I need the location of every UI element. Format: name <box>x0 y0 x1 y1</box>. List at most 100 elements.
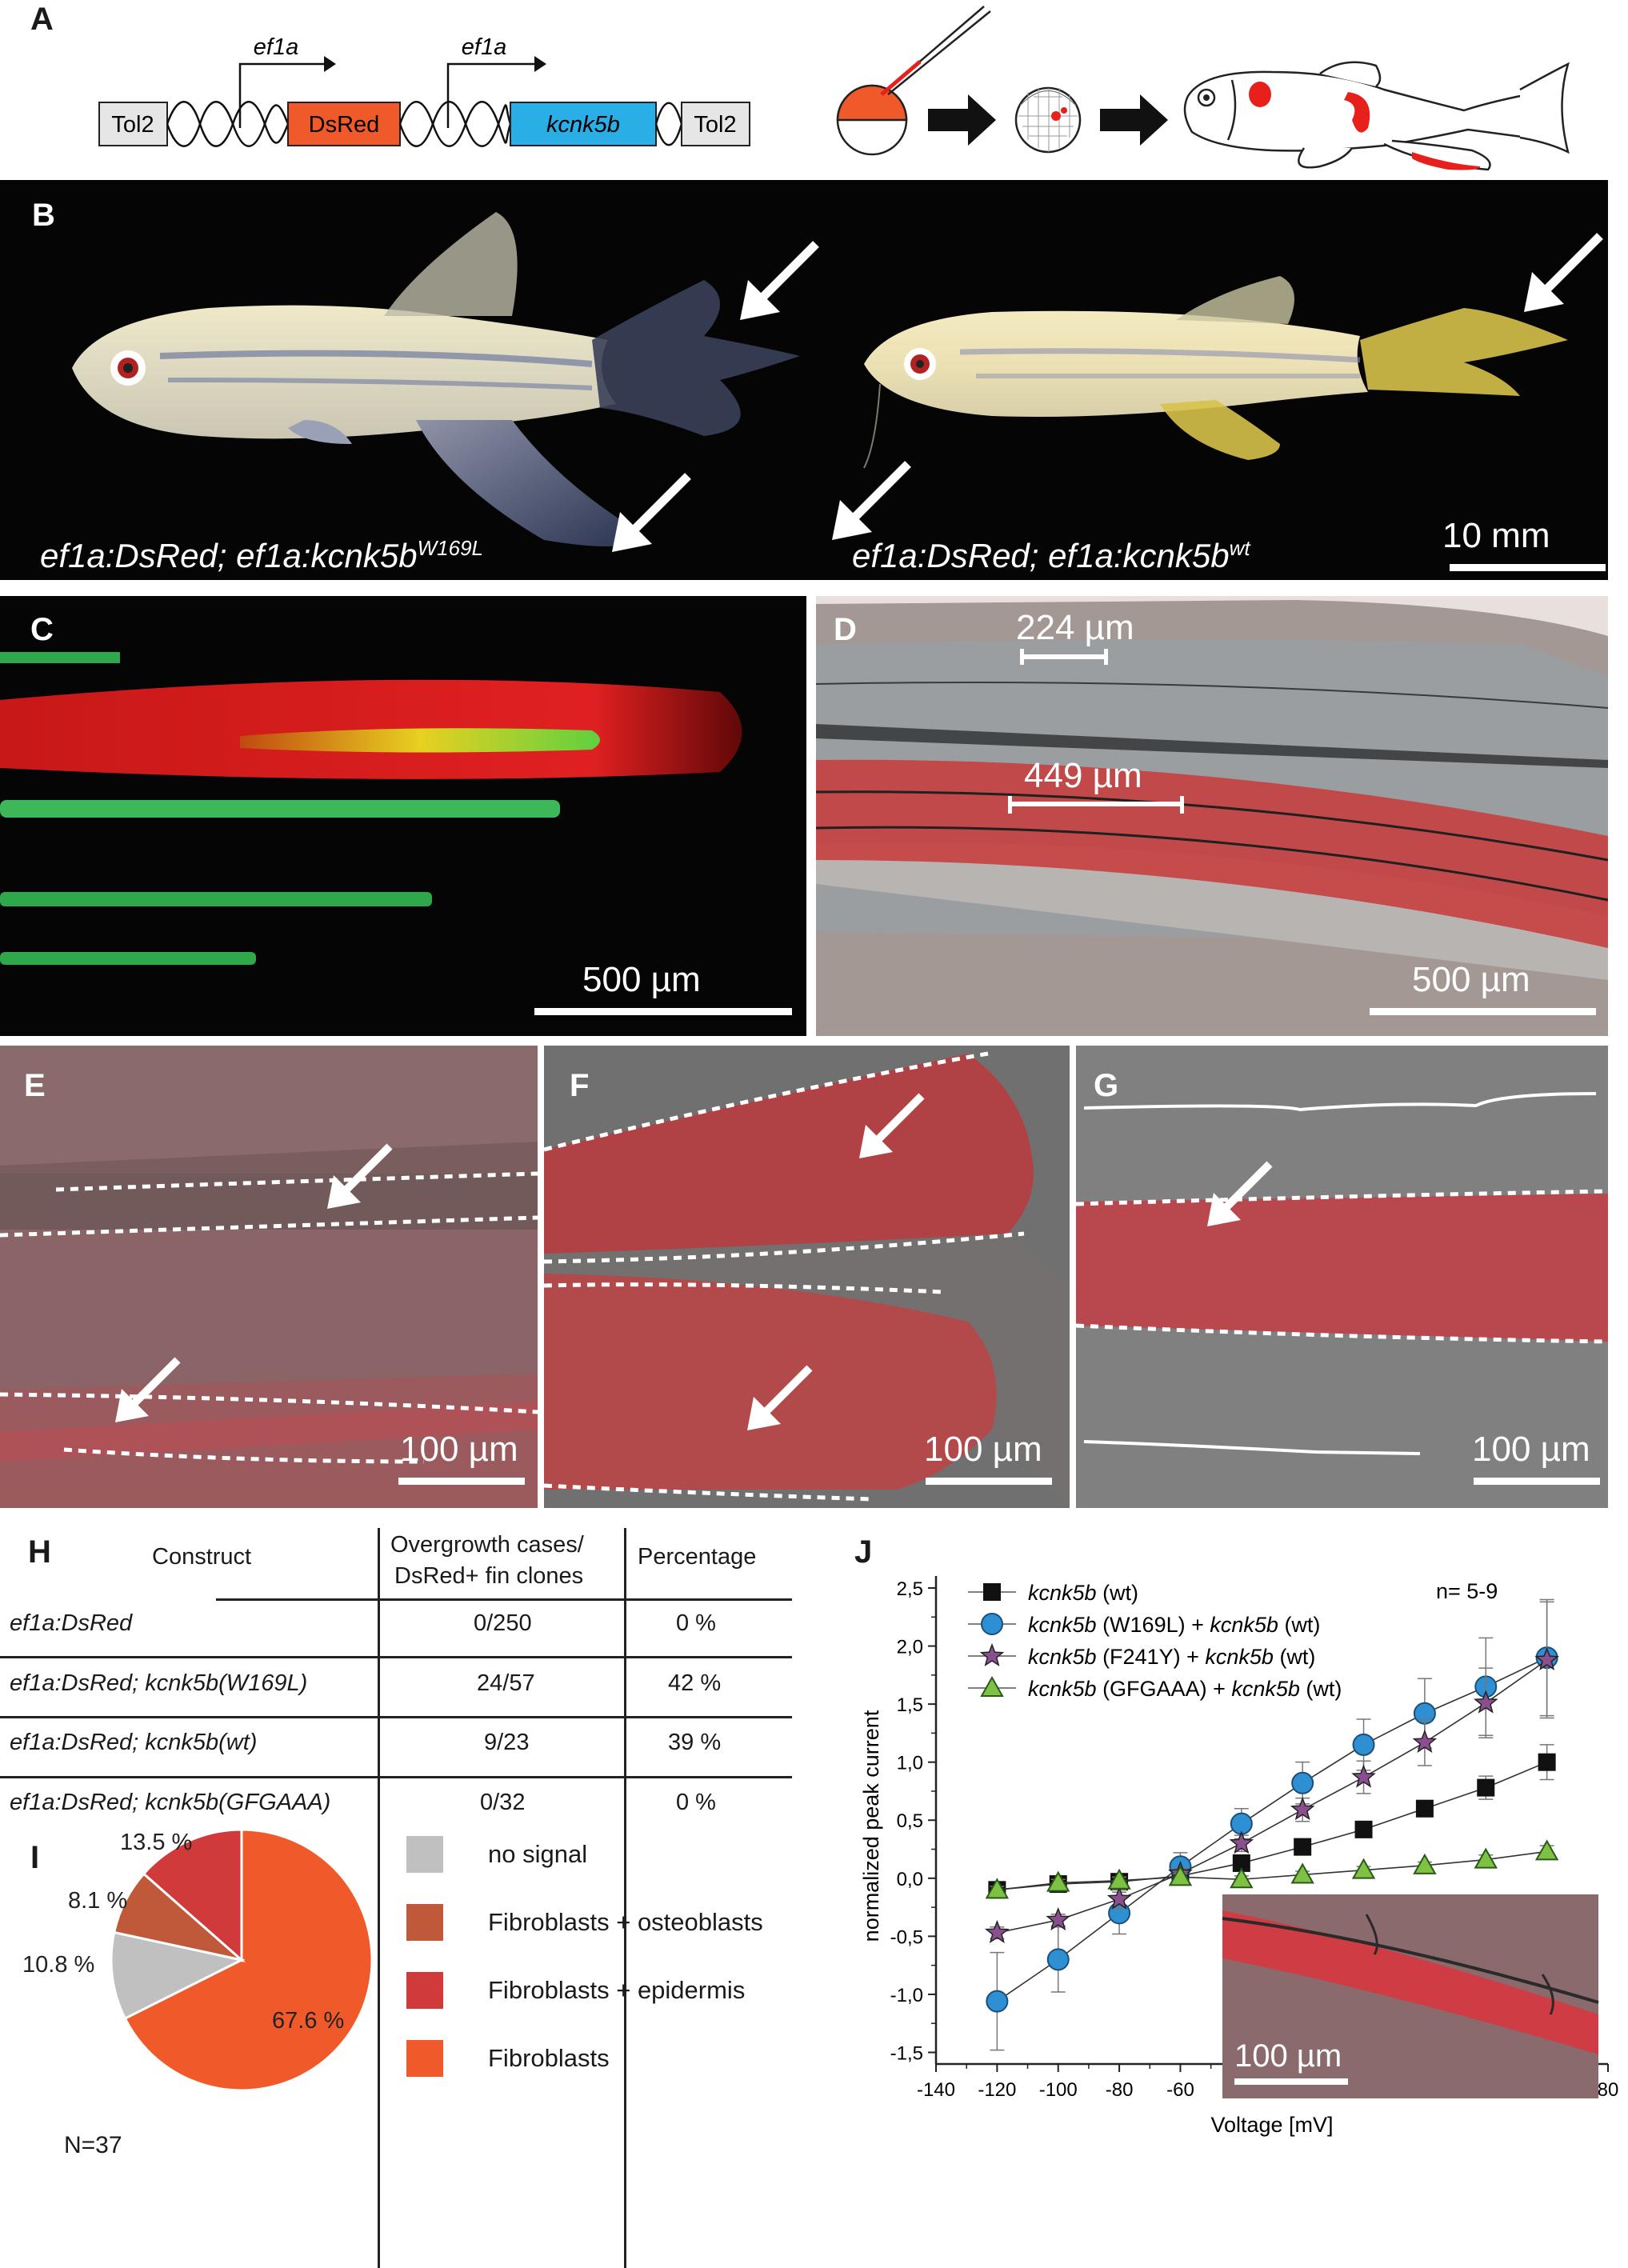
y-tick-label: 1,0 <box>897 1753 923 1774</box>
injection-schematic <box>836 6 1570 171</box>
chart-legend: kcnk5b (wt) kcnk5b (W169L) + kcnk5b (wt) k… <box>968 1581 1342 1701</box>
scale-label-b: 10 mm <box>1442 516 1550 555</box>
panel-label-h: H <box>28 1534 51 1570</box>
dna-helix-2 <box>398 101 512 147</box>
y-tick-label: 2,5 <box>897 1578 923 1600</box>
data-point <box>984 1919 1010 1943</box>
table-row-1-construct: ef1a:DsRed <box>10 1610 133 1636</box>
wildtype-genotype-sup: wt <box>1229 536 1250 560</box>
data-point <box>1294 1838 1312 1856</box>
pie-slice-label-2: 10.8 % <box>22 1952 94 1978</box>
measure-label-224: 224 µm <box>1016 608 1134 647</box>
table-header-percentage: Percentage <box>638 1544 757 1570</box>
scale-bar-b <box>1450 564 1606 571</box>
mutant-genotype-sup: W169L <box>417 536 484 560</box>
arrow-icon-g1 <box>1207 1161 1273 1226</box>
outline-g <box>1076 1092 1608 1455</box>
legend-marker-4 <box>980 1675 1004 1697</box>
panel-label-a: A <box>30 2 54 37</box>
promoter-label-1: ef1a <box>254 34 298 60</box>
data-point <box>1351 1858 1376 1879</box>
data-point <box>1351 1764 1376 1788</box>
legend-swatch-3 <box>406 1972 443 2009</box>
inset-photo <box>1222 1894 1599 2098</box>
table-row-3-cases: 9/23 <box>484 1730 530 1755</box>
data-point <box>1168 1865 1193 1886</box>
data-point <box>1290 1797 1315 1821</box>
process-arrow-1 <box>928 94 996 146</box>
x-tick-label: -120 <box>978 2079 1016 2101</box>
wildtype-fish-image <box>863 276 1568 469</box>
data-point <box>1352 1733 1375 1756</box>
table-header-overgrowth-2: DsRed+ fin clones <box>394 1563 584 1589</box>
data-point <box>1354 1820 1373 1838</box>
table-row-2-construct: ef1a:DsRed; kcnk5b(W169L) <box>10 1670 308 1696</box>
measure-label-449: 449 µm <box>1024 756 1142 795</box>
fish-schematic-icon <box>1183 61 1570 171</box>
promoter-arrow-1 <box>238 62 324 128</box>
legend-swatch-4 <box>406 2040 443 2077</box>
tol2-left-label: Tol2 <box>111 112 154 138</box>
dna-helix-1 <box>166 101 290 147</box>
legend-marker-1 <box>983 1583 1001 1601</box>
table-row-2-pct: 42 % <box>668 1670 722 1696</box>
table-header-construct: Construct <box>152 1544 252 1570</box>
scale-label-d: 500 µm <box>1412 960 1530 999</box>
x-tick-label: -100 <box>1039 2079 1078 2101</box>
dna-helix-3 <box>654 102 683 125</box>
data-point <box>1106 1886 1132 1910</box>
data-point <box>1046 1906 1070 1931</box>
data-point <box>1291 1771 1314 1794</box>
data-point <box>1046 1948 1070 1971</box>
y-tick-label: 1,5 <box>897 1694 923 1716</box>
data-point <box>1046 1870 1070 1892</box>
panel-g-image: G 100 µm <box>1076 1046 1608 1508</box>
dna-helix-2b <box>398 101 512 147</box>
series-1 <box>988 1744 1556 1899</box>
arrow-icon-b2 <box>612 473 691 552</box>
arrow-icon-b1 <box>740 241 819 320</box>
legend-swatch-2 <box>406 1904 443 1941</box>
scale-bar-f <box>926 1478 1052 1485</box>
arrow-icon-f2 <box>747 1365 813 1430</box>
data-point <box>1534 1646 1560 1670</box>
mutant-fish-image <box>72 212 800 546</box>
y-tick-label: -0,5 <box>890 1926 923 1948</box>
tol2-right-label: Tol2 <box>694 112 736 138</box>
dsred-label: DsRed <box>309 112 380 138</box>
kcnk5b-label: kcnk5b <box>546 112 620 138</box>
dna-helix-1b <box>166 101 290 147</box>
data-point <box>1538 1753 1556 1771</box>
dashed-outline-e <box>0 1171 538 1464</box>
brightfield-image-d <box>816 596 1608 980</box>
y-tick-label: -1,5 <box>890 2042 923 2064</box>
panel-label-d: D <box>834 612 857 647</box>
process-arrow-2 <box>1100 94 1168 146</box>
data-point <box>1534 1839 1559 1861</box>
pie-n-label: N=37 <box>64 2132 122 2158</box>
data-point <box>1229 1830 1254 1854</box>
legend-label-2: Fibroblasts + osteoblasts <box>488 1908 763 1936</box>
panel-e-image: E 100 µm <box>0 1046 538 1508</box>
panel-label-g: G <box>1094 1068 1119 1103</box>
table-row-4-construct: ef1a:DsRed; kcnk5b(GFGAAA) <box>10 1790 331 1815</box>
scale-label-c: 500 µm <box>582 960 701 999</box>
pie-chart-i: 67.6 % 10.8 % 8.1 % 13.5 % <box>22 1828 374 2092</box>
arrow-icon-b3 <box>1524 233 1603 312</box>
scale-label-e: 100 µm <box>400 1430 518 1469</box>
scale-label-f: 100 µm <box>924 1430 1042 1469</box>
legend-label-4: Fibroblasts <box>488 2044 610 2072</box>
scale-label-g: 100 µm <box>1472 1430 1590 1469</box>
arrow-icon-f1 <box>859 1093 925 1158</box>
legend-marker-3 <box>979 1642 1005 1666</box>
scale-bar-d <box>1370 1008 1596 1015</box>
promoter-arrow-2 <box>446 62 534 128</box>
legend-label-3: Fibroblasts + epidermis <box>488 1976 746 2004</box>
arrow-icon-e1 <box>327 1143 393 1209</box>
series-line-3 <box>997 1659 1548 1934</box>
wildtype-genotype-label: ef1a:DsRed; ef1a:kcnk5bwt <box>852 536 1250 575</box>
y-tick-label: 0,5 <box>897 1810 923 1832</box>
panel-f-image: F 100 µm <box>544 1046 1070 1508</box>
legend-marker-2 <box>981 1613 1003 1635</box>
panel-d-brightfield: D 224 µm 449 µm 500 µm <box>816 596 1608 1036</box>
